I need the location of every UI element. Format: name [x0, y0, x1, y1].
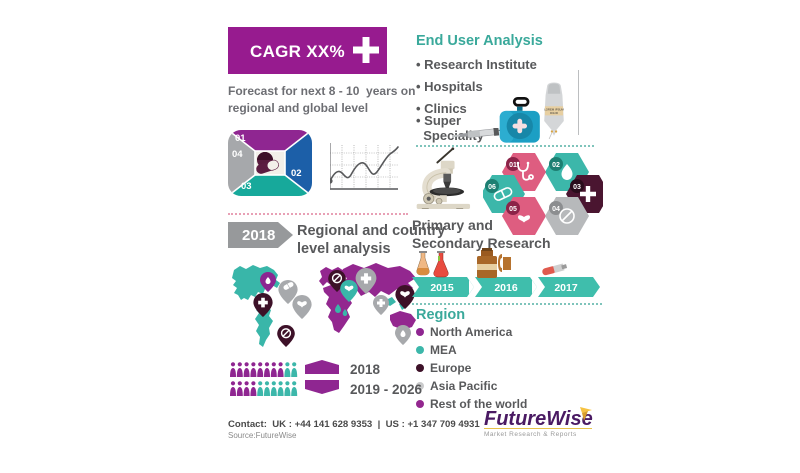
- svg-text:02: 02: [552, 162, 560, 169]
- svg-text:LOREM IPSUM: LOREM IPSUM: [544, 108, 564, 112]
- svg-text:05: 05: [509, 206, 517, 213]
- svg-text:06: 06: [488, 184, 496, 191]
- svg-text:DOLOR: DOLOR: [550, 113, 558, 115]
- svg-text:01: 01: [509, 162, 517, 169]
- svg-text:04: 04: [552, 206, 560, 213]
- svg-text:2016: 2016: [494, 282, 518, 294]
- svg-text:2015: 2015: [430, 282, 454, 294]
- svg-text:2017: 2017: [554, 282, 578, 294]
- svg-text:03: 03: [573, 184, 581, 191]
